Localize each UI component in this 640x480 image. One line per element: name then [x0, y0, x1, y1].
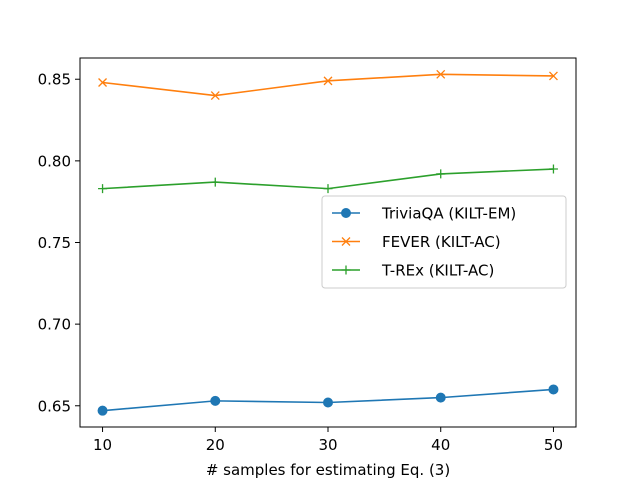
legend-marker — [341, 208, 351, 218]
legend-box — [321, 195, 567, 289]
y-tick-label: 0.70 — [38, 316, 71, 334]
series-2 — [98, 164, 558, 194]
data-point — [548, 164, 558, 174]
x-tick-label: 50 — [544, 436, 563, 454]
x-axis: 10 20 30 40 50 — [93, 427, 563, 454]
series-layer — [97, 69, 559, 416]
legend-label: TriviaQA (KILT-EM) — [381, 205, 516, 223]
data-point — [210, 91, 220, 101]
data-point — [436, 169, 446, 179]
x-tick-label: 20 — [206, 436, 225, 454]
legend-item: T-REx (KILT-AC) — [332, 262, 494, 280]
x-tick-label: 30 — [318, 436, 337, 454]
data-point — [210, 177, 220, 187]
y-axis: 0.65 0.70 0.75 0.80 0.85 — [38, 71, 80, 415]
y-tick-label: 0.85 — [38, 71, 71, 89]
data-point — [210, 395, 221, 406]
y-tick-label: 0.65 — [38, 397, 71, 415]
legend-label: T-REx (KILT-AC) — [381, 262, 494, 280]
y-tick-label: 0.80 — [38, 152, 71, 170]
legend-label: FEVER (KILT-AC) — [382, 233, 501, 251]
legend-marker — [341, 237, 351, 246]
data-point — [323, 76, 333, 86]
data-point — [548, 384, 559, 395]
x-axis-label: # samples for estimating Eq. (3) — [206, 461, 450, 479]
data-point — [323, 397, 333, 408]
data-point — [98, 184, 108, 194]
series-0 — [97, 384, 559, 416]
y-tick-label: 0.75 — [38, 234, 71, 252]
legend-item: TriviaQA (KILT-EM) — [332, 205, 516, 223]
data-point — [548, 71, 558, 81]
data-point — [323, 184, 333, 194]
plot-frame — [79, 57, 577, 428]
data-point — [98, 78, 108, 87]
legend-marker — [341, 265, 351, 275]
legend-item: FEVER (KILT-AC) — [332, 233, 501, 251]
legend: TriviaQA (KILT-EM) FEVER (KILT-AC) T-REx (… — [321, 195, 567, 289]
data-point — [97, 405, 108, 416]
x-tick-label: 10 — [93, 436, 112, 454]
data-point — [435, 392, 446, 403]
x-tick-label: 40 — [431, 436, 450, 454]
data-point — [436, 69, 446, 79]
series-1 — [98, 69, 558, 101]
